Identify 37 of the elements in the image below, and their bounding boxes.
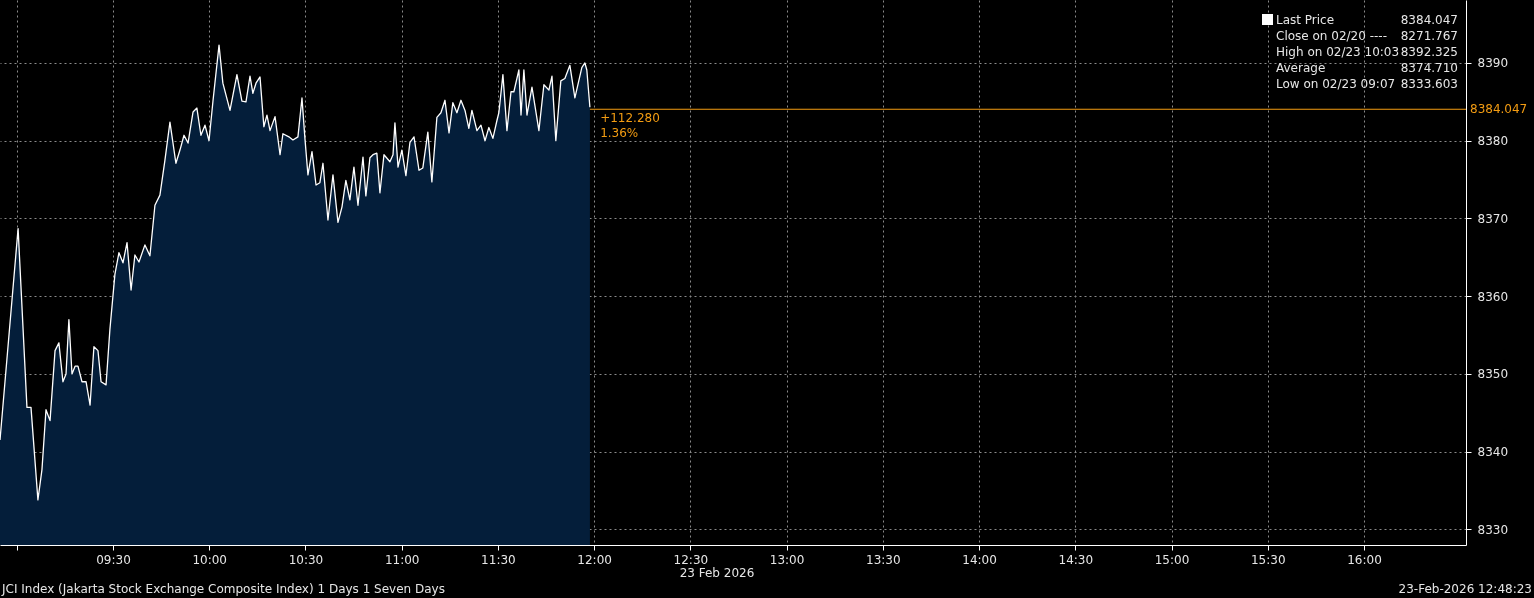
annotation: +112.280: [600, 111, 660, 126]
x-tick-label: 11:30: [481, 552, 516, 567]
y-tick-label: 8390: [1477, 56, 1509, 71]
y-tick-label: 8350: [1477, 367, 1509, 382]
annotation: 1.36%: [600, 126, 639, 141]
x-tick-label: 13:00: [769, 552, 805, 567]
annotation: Low on 02/23 09:07: [1276, 77, 1396, 91]
text: 23 Feb 2026: [679, 566, 755, 580]
text: 23-Feb-2026 12:48:23: [1398, 582, 1532, 596]
text: JCI Index (Jakarta Stock Exchange Composite Index) 1 Days 1 Seven Days: [1, 582, 445, 596]
annotation: High on 02/23 10:03: [1276, 45, 1400, 59]
x-tick-label: 14:00: [962, 552, 997, 567]
annotation: 8271.767: [1400, 29, 1458, 43]
x-tick-label: 13:30: [866, 552, 901, 567]
x-tick-label: 12:30: [673, 552, 709, 567]
annotation: 8333.603: [1400, 77, 1458, 91]
x-tick-label: 12:00: [577, 552, 612, 567]
x-tick-label: 09:30: [96, 552, 131, 567]
y-tick-label: 8380: [1477, 134, 1509, 149]
y-tick-label: 8340: [1477, 445, 1509, 460]
y-tick-label: 8370: [1477, 211, 1509, 226]
ref-line-label: 8384.047: [1470, 102, 1528, 117]
annotation: 8392.325: [1400, 45, 1458, 59]
x-tick-label: 15:00: [1154, 552, 1190, 567]
x-tick-label: 10:30: [288, 552, 324, 567]
x-tick-label: 14:30: [1058, 552, 1094, 567]
annotation: Close on 02/20 ----: [1276, 29, 1387, 43]
x-tick-label: 16:00: [1347, 552, 1382, 567]
legend-label: Last Price: [1276, 13, 1335, 27]
x-tick-label: 11:00: [384, 552, 420, 567]
annotation: 8384.047: [1400, 13, 1458, 27]
y-tick-label: 8360: [1477, 289, 1509, 304]
annotation: 8374.710: [1400, 61, 1458, 75]
y-tick-label: 8330: [1477, 522, 1509, 537]
x-tick-label: 10:00: [192, 552, 228, 567]
annotation: Average: [1276, 61, 1326, 75]
x-tick-label: 15:30: [1250, 552, 1286, 567]
